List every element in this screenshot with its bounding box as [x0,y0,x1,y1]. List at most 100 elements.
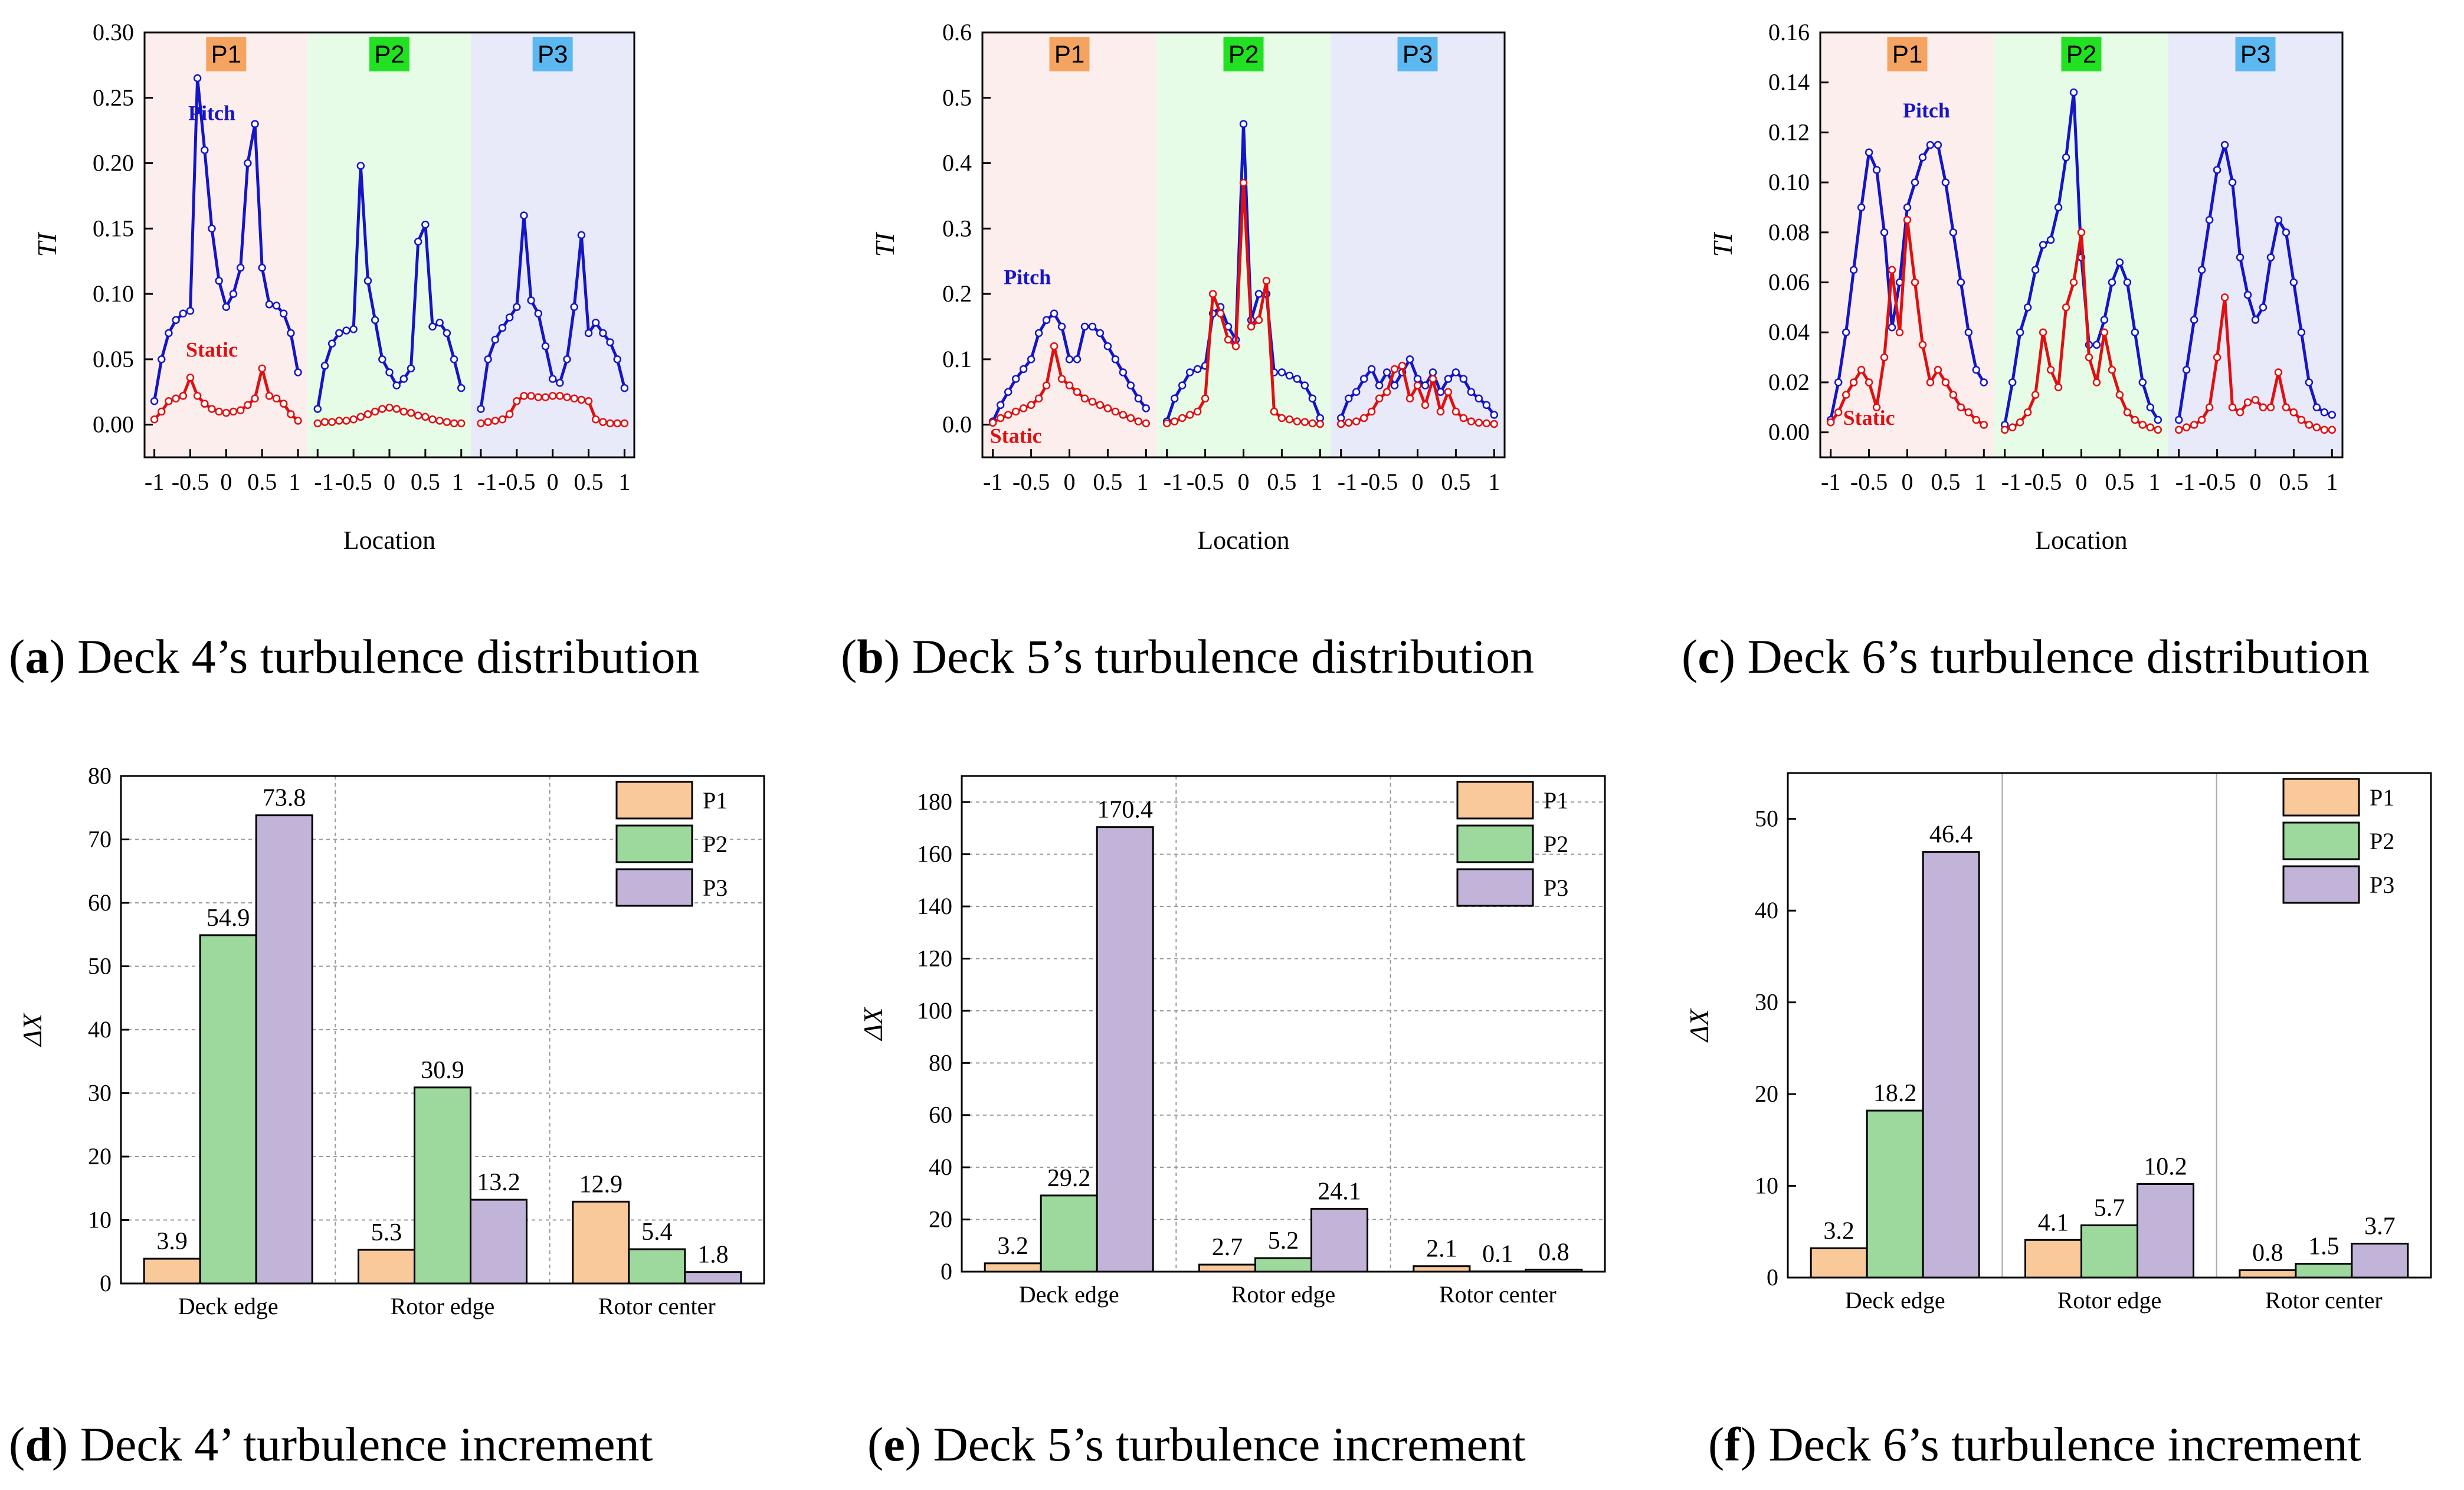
data-point-static [1073,388,1082,396]
y-tick-label: 0.10 [1768,169,1810,195]
caption-text: Deck 6’s turbulence increment [1757,1417,2361,1471]
y-tick-label: 30 [1755,989,1778,1016]
x-tick-label: 1 [618,469,630,495]
x-tick-label: 1 [452,469,464,495]
x-tick-label: -1 [1338,469,1357,495]
x-tick-label: Rotor edge [2057,1287,2162,1314]
data-point-pitch [1359,375,1368,383]
data-point-pitch [1934,140,1942,149]
data-point-pitch [2146,403,2155,412]
caption-letter: c [1698,630,1719,683]
data-point-static [2190,421,2198,429]
data-point-pitch [2213,166,2221,174]
bar-p1 [1198,1263,1256,1273]
data-label: 3.2 [997,1233,1028,1260]
data-point-pitch [2266,253,2275,261]
data-point-static [1872,403,1881,412]
data-point-static [1300,418,1309,426]
data-point-pitch [1911,178,1919,186]
x-tick-label: 1 [2326,469,2338,495]
data-point-pitch [1285,371,1294,380]
data-point-static [1103,404,1112,412]
data-point-static [335,417,343,425]
data-point-static [1247,322,1256,331]
data-point-static [2297,415,2306,424]
data-point-static [2146,423,2155,431]
data-point-static [287,410,295,418]
y-tick-label: 0 [1767,1264,1778,1291]
data-point-static [1980,421,1988,429]
data-point-static [1034,394,1043,403]
data-point-pitch [1482,401,1491,410]
data-point-static [1057,375,1066,383]
y-tick-label: 20 [929,1206,952,1233]
region-label-box [2235,37,2276,71]
data-point-pitch [2220,140,2229,149]
data-point-static [428,415,437,424]
data-point-pitch [2297,328,2306,336]
data-point-static [2266,403,2275,412]
line-chart-b: P1 P2 P30.00.10.20.30.40.50.6-1 -0.5 0 0.5 1 -1… [870,19,1506,555]
data-point-pitch [1941,178,1950,186]
data-point-static [2205,403,2214,412]
data-point-pitch [1239,120,1248,128]
data-point-pitch [484,355,492,364]
data-point-static [2243,398,2252,407]
data-point-static [378,405,386,413]
data-label: 13.2 [477,1169,520,1196]
data-label: 1.8 [697,1242,729,1269]
data-point-static [2108,366,2116,374]
data-point-static [1934,366,1942,374]
x-tick-label: -1 [145,469,164,495]
data-point-pitch [378,355,386,364]
legend-label: P2 [2370,828,2394,854]
data-point-static [1413,381,1422,389]
data-point-static [279,399,288,408]
data-point-static [2282,403,2291,412]
data-point-static [1239,179,1248,187]
bar-p1 [143,1258,201,1285]
data-label: 5.4 [641,1219,673,1246]
data-label: 3.9 [156,1228,188,1255]
bar-p2 [628,1248,686,1285]
data-point-pitch [1459,375,1468,383]
data-point-pitch [320,362,329,370]
data-point-pitch [1367,365,1376,374]
region-label: P2 [1228,40,1259,68]
data-point-static [484,418,492,426]
x-tick-label: 0 [2250,469,2262,495]
data-label: 54.9 [207,905,250,932]
data-point-pitch [313,405,322,413]
data-point-static [556,392,564,400]
data-point-static [1336,420,1345,428]
region-band-p2 [307,32,471,457]
region-label-box [1049,37,1090,71]
bar-p2 [2295,1263,2353,1279]
data-point-pitch [2100,316,2109,324]
data-point-pitch [2289,278,2298,287]
data-point-pitch [2039,241,2047,249]
y-tick-label: 0.00 [1768,419,1810,446]
x-tick-label: Rotor center [598,1293,716,1319]
x-tick-label: 0 [1902,469,1913,495]
data-point-pitch [1011,375,1020,383]
x-tick-label: 0 [547,469,559,495]
data-point-static [2085,353,2093,362]
data-point-static [1270,407,1279,416]
x-tick-label: Rotor edge [1231,1281,1336,1308]
y-tick-label: 40 [88,1016,112,1043]
data-point-pitch [2131,328,2139,336]
caption-letter: e [883,1417,905,1471]
data-point-pitch [208,224,216,233]
data-point-pitch [392,381,401,389]
legend-label: P2 [703,831,728,857]
data-point-static [414,411,422,420]
data-point-pitch [2108,278,2116,287]
data-point-static [2008,423,2017,431]
x-tick-label: 0.5 [1267,469,1296,495]
data-point-static [349,415,358,424]
y-tick-label: 80 [88,762,112,789]
y-tick-label: 70 [88,826,112,853]
data-point-pitch [1375,381,1384,389]
x-tick-label: -1 [983,469,1002,495]
